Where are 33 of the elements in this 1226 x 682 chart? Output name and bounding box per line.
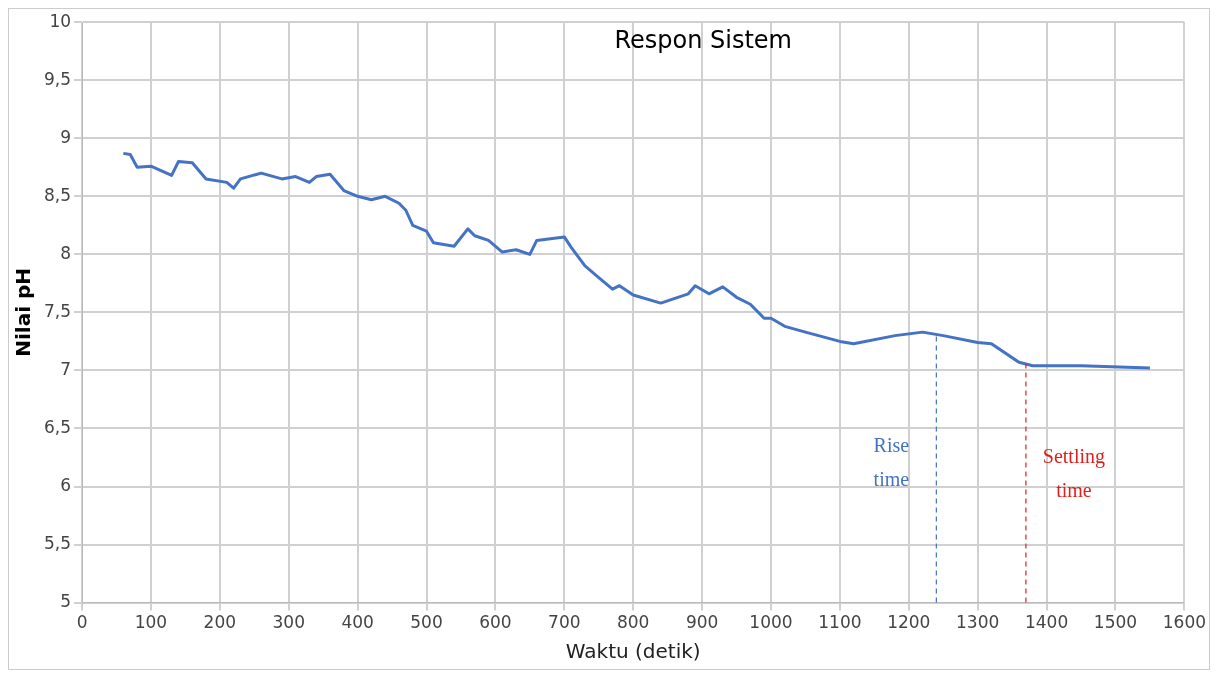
y-axis-title: Nilai pH — [11, 267, 36, 357]
y-tick-label: 8 — [60, 242, 72, 263]
x-tick-label: 100 — [134, 612, 168, 633]
x-tick-label: 200 — [203, 612, 237, 633]
x-tick-label: 0 — [76, 612, 88, 633]
x-tick-label: 500 — [410, 612, 443, 633]
y-tick-label: 7,5 — [43, 300, 72, 321]
y-tick-label: 10 — [49, 10, 72, 31]
ref-line-label: Rise time — [873, 433, 910, 490]
x-tick-label: 1400 — [1024, 612, 1069, 633]
y-tick-label: 6,5 — [43, 416, 72, 437]
x-tick-label: 300 — [272, 612, 305, 633]
x-tick-label: 1200 — [887, 612, 931, 633]
x-tick-label: 800 — [616, 612, 650, 633]
x-tick-label: 1500 — [1093, 612, 1138, 633]
y-tick-label: 9 — [60, 126, 72, 147]
x-tick-label: 1000 — [749, 612, 793, 633]
y-tick-label: 5 — [60, 591, 72, 612]
y-tick-label: 7 — [60, 358, 72, 379]
x-tick-label: 600 — [479, 612, 512, 633]
x-tick-label: 400 — [341, 612, 374, 633]
x-axis-title: Waktu (detik) — [565, 639, 701, 664]
x-tick-label: 1300 — [956, 612, 1000, 633]
x-tick-label: 1100 — [818, 612, 862, 633]
y-tick-label: 8,5 — [43, 184, 72, 205]
x-tick-label: 700 — [548, 612, 581, 633]
ref-line-label: Settling time — [1042, 445, 1106, 502]
chart-title: Respon Sistem — [614, 26, 792, 55]
y-tick-label: 5,5 — [43, 532, 72, 553]
x-tick-label: 900 — [685, 612, 719, 633]
y-tick-label: 9,5 — [43, 68, 72, 89]
x-tick-label: 1600 — [1162, 612, 1206, 633]
y-tick-label: 6 — [60, 474, 72, 495]
